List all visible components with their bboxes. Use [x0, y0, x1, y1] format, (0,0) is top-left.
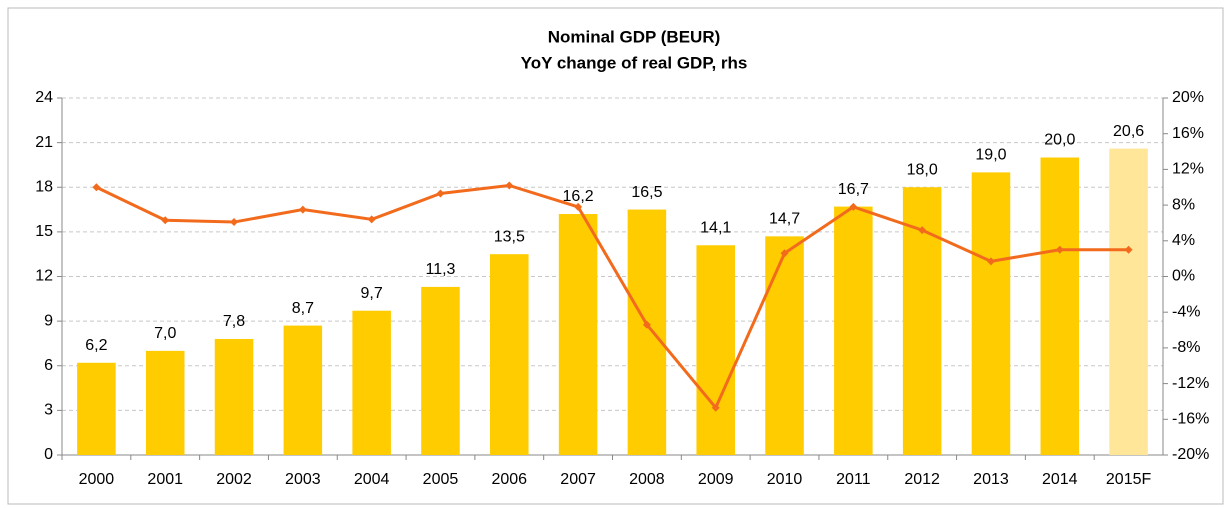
- y-tick-label: 3: [44, 402, 53, 419]
- x-tick-label: 2002: [216, 471, 252, 488]
- chart-subtitle: YoY change of real GDP, rhs: [521, 53, 748, 72]
- y-tick-label: 12: [35, 268, 53, 285]
- y2-tick-label: 0%: [1172, 268, 1195, 285]
- x-tick-label: 2009: [698, 471, 734, 488]
- data-label: 16,2: [563, 188, 594, 205]
- bar: [421, 286, 460, 455]
- line-marker: [918, 226, 927, 235]
- bar: [834, 206, 873, 455]
- y2-tick-label: 16%: [1172, 125, 1204, 142]
- x-tick-label: 2011: [836, 471, 871, 488]
- line-marker: [986, 257, 995, 266]
- bar: [283, 325, 323, 455]
- line-marker: [780, 249, 789, 258]
- bar: [971, 172, 1011, 455]
- x-tick-label: 2000: [79, 471, 115, 488]
- line: [95, 183, 1129, 411]
- y-tick-label: 21: [35, 134, 53, 151]
- line-marker: [92, 183, 101, 192]
- x-tick-label: 2013: [973, 471, 1009, 488]
- x-tick-label: 2010: [767, 471, 803, 488]
- line-marker: [1124, 245, 1133, 254]
- line-marker: [436, 189, 445, 198]
- bar: [490, 254, 529, 455]
- y-tick-label: 24: [35, 89, 53, 106]
- y-tick-label: 15: [35, 223, 53, 240]
- bar: [352, 310, 391, 455]
- bar: [145, 350, 185, 455]
- data-label: 20,6: [1113, 123, 1144, 140]
- line-marker: [505, 181, 514, 190]
- y2-tick-label: 20%: [1172, 89, 1204, 106]
- line-marker: [298, 205, 307, 214]
- line-marker: [711, 403, 720, 412]
- data-label: 6,2: [85, 337, 107, 354]
- x-tick-label: 2005: [423, 471, 459, 488]
- x-tick-label: 2012: [904, 471, 940, 488]
- y2-tick-label: -12%: [1172, 375, 1209, 392]
- data-label: 7,0: [154, 325, 176, 342]
- bar: [696, 245, 735, 455]
- x-tick-label: 2006: [491, 471, 527, 488]
- chart-title: Nominal GDP (BEUR): [548, 27, 721, 46]
- x-tick-label: 2001: [147, 471, 183, 488]
- bar: [214, 338, 254, 455]
- y2-tick-label: 4%: [1172, 232, 1195, 249]
- data-label: 7,8: [223, 313, 245, 330]
- data-label: 9,7: [361, 285, 383, 302]
- y2-tick-label: -16%: [1172, 411, 1209, 428]
- y2-tick-label: -4%: [1172, 303, 1200, 320]
- y2-tick-label: 8%: [1172, 196, 1195, 213]
- line-marker: [1055, 245, 1064, 254]
- data-label: 16,7: [838, 181, 869, 198]
- data-label: 16,5: [631, 184, 662, 201]
- y-tick-label: 0: [44, 446, 53, 463]
- line-marker: [574, 202, 583, 211]
- y-tick-label: 18: [35, 178, 53, 195]
- data-label: 13,5: [494, 228, 525, 245]
- data-label: 11,3: [425, 261, 455, 278]
- y2-tick-label: -20%: [1172, 446, 1209, 463]
- bar: [558, 214, 598, 455]
- y2-tick-label: 12%: [1172, 161, 1204, 178]
- line-marker: [230, 218, 239, 227]
- bar: [1109, 148, 1148, 455]
- bar: [627, 209, 667, 455]
- line-marker: [367, 215, 376, 224]
- x-tick-label: 2004: [354, 471, 390, 488]
- y-tick-label: 6: [44, 357, 53, 374]
- data-label: 18,0: [907, 161, 938, 178]
- bar: [77, 362, 116, 455]
- x-tick-label: 2007: [560, 471, 596, 488]
- data-label: 8,7: [292, 300, 314, 317]
- x-tick-label: 2014: [1042, 471, 1078, 488]
- x-tick-label: 2008: [629, 471, 665, 488]
- data-label: 14,1: [700, 219, 731, 236]
- data-label: 19,0: [975, 147, 1006, 164]
- line-marker: [849, 202, 858, 211]
- y-tick-label: 9: [44, 312, 53, 329]
- line-marker: [161, 216, 170, 225]
- x-tick-label: 2003: [285, 471, 321, 488]
- data-label: 14,7: [769, 211, 800, 228]
- x-tick-label: 2015F: [1106, 471, 1152, 488]
- y2-tick-label: -8%: [1172, 339, 1200, 356]
- bar: [765, 236, 804, 455]
- bar: [1040, 157, 1080, 455]
- line-marker: [642, 320, 651, 329]
- data-label: 20,0: [1044, 132, 1075, 149]
